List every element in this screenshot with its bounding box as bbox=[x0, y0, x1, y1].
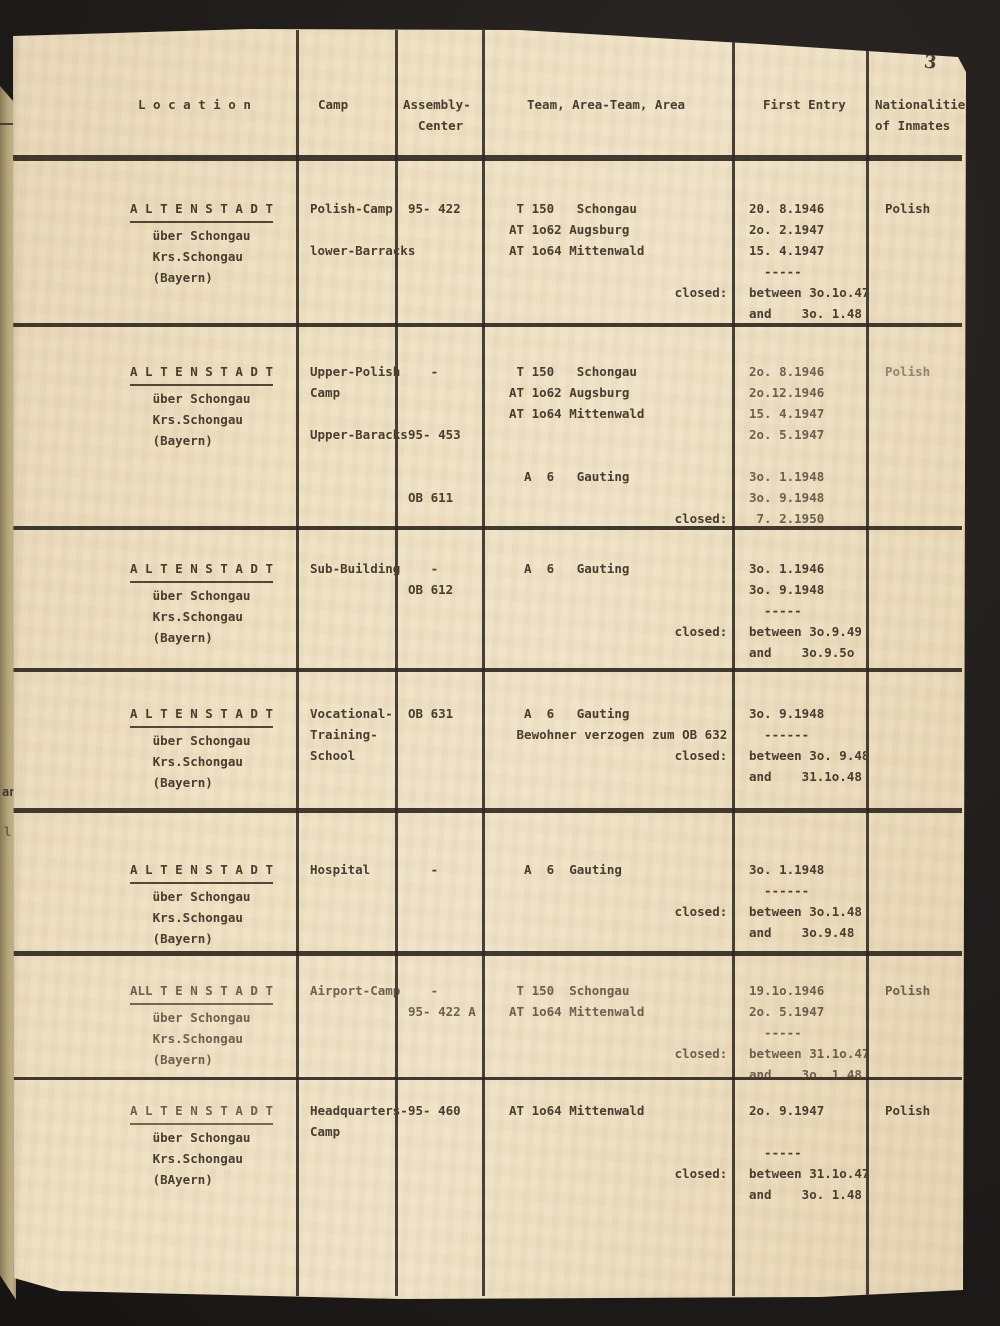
table-row: A L T E N S T A D T über Schongau Krs.Sc… bbox=[13, 670, 962, 810]
team-cell: T 150 Schongau AT 1o62 Augsburg AT 1o64 … bbox=[509, 364, 728, 526]
camp-cell: Upper-Polish Camp Upper-Baracks bbox=[310, 364, 408, 442]
header-separator-line bbox=[13, 155, 962, 161]
assembly-center-cell: - 95- 422 A bbox=[408, 983, 476, 1019]
location-cell: ALL T E N S T A D T über Schongau Krs.Sc… bbox=[13, 953, 297, 1070]
header-camp: Camp bbox=[318, 97, 349, 112]
row-separator-line bbox=[13, 951, 962, 956]
location-details: über Schongau Krs.Schongau (Bayern) bbox=[152, 391, 251, 448]
first-entry-cell: 20. 8.1946 2o. 2.1947 15. 4.1947 ----- b… bbox=[749, 201, 870, 321]
first-entry-cell: 3o. 1.1946 3o. 9.1948 ----- between 3o.9… bbox=[749, 561, 862, 660]
location-details: über Schongau Krs.Schongau (Bayern) bbox=[152, 733, 251, 790]
header-nationalities: Nationalities of Inmates bbox=[875, 97, 973, 133]
table-row: A L T E N S T A D T über Schongau Krs.Sc… bbox=[13, 1078, 962, 1299]
team-cell: AT 1o64 Mittenwald closed: bbox=[509, 1103, 728, 1181]
table-row: A L T E N S T A D T über Schongau Krs.Sc… bbox=[13, 158, 962, 325]
table-row: A L T E N S T A D T über Schongau Krs.Sc… bbox=[13, 325, 962, 528]
camp-cell: Vocational- Training- School bbox=[310, 706, 393, 763]
nationality-cell bbox=[868, 810, 962, 859]
location-cell: A L T E N S T A D T über Schongau Krs.Sc… bbox=[13, 810, 297, 949]
table-row: ALL T E N S T A D T über Schongau Krs.Sc… bbox=[13, 953, 962, 1082]
table-row: A L T E N S T A D T über Schongau Krs.Sc… bbox=[13, 528, 962, 670]
header-first-entry: First Entry bbox=[763, 97, 846, 112]
location-title: A L T E N S T A D T bbox=[130, 1100, 273, 1125]
team-cell: A 6 Gauting closed: bbox=[524, 561, 728, 639]
previous-page-edge: an l bbox=[0, 86, 17, 1300]
team-cell: A 6 Gauting closed: bbox=[524, 862, 728, 919]
camp-cell: Hospital bbox=[310, 862, 371, 877]
location-details: über Schongau Krs.Schongau (BAyern) bbox=[152, 1130, 251, 1187]
assembly-center-cell: 95- 460 bbox=[408, 1103, 461, 1118]
nationality-cell: Polish bbox=[885, 983, 931, 998]
table-row: A L T E N S T A D T über Schongau Krs.Sc… bbox=[13, 810, 962, 953]
team-cell: T 150 Schongau AT 1o62 Augsburg AT 1o64 … bbox=[509, 201, 728, 300]
nationality-cell: Polish bbox=[885, 1103, 931, 1118]
camp-cell: Sub-Building bbox=[310, 561, 401, 576]
assembly-center-cell: OB 631 bbox=[408, 706, 454, 721]
row-separator-line bbox=[13, 323, 962, 327]
column-divider-camp-assembly bbox=[395, 30, 398, 1296]
location-cell: A L T E N S T A D T über Schongau Krs.Sc… bbox=[13, 325, 297, 451]
first-entry-cell: 19.1o.1946 2o. 5.1947 ----- between 31.1… bbox=[749, 983, 870, 1082]
header-team-area: Team, Area-Team, Area bbox=[527, 97, 686, 112]
first-entry-cell: 3o. 9.1948 ------ between 3o. 9.48 and 3… bbox=[749, 706, 870, 784]
location-details: über Schongau Krs.Schongau (Bayern) bbox=[152, 588, 251, 645]
location-cell: A L T E N S T A D T über Schongau Krs.Sc… bbox=[13, 1078, 297, 1190]
location-title: A L T E N S T A D T bbox=[130, 703, 273, 728]
location-cell: A L T E N S T A D T über Schongau Krs.Sc… bbox=[13, 158, 297, 288]
assembly-center-cell: - OB 612 bbox=[408, 561, 454, 597]
column-divider-entry-nationalities bbox=[866, 30, 869, 1296]
assembly-center-cell: 95- 422 bbox=[408, 201, 461, 216]
row-separator-line bbox=[13, 526, 962, 530]
location-title: A L T E N S T A D T bbox=[130, 198, 273, 223]
row-separator-line bbox=[13, 1077, 962, 1080]
column-divider-team-entry bbox=[732, 30, 735, 1296]
previous-page-rule-line bbox=[0, 123, 14, 125]
assembly-center-cell: - 95- 453 OB 611 bbox=[408, 364, 461, 505]
header-location: L o c a t i o n bbox=[138, 97, 251, 112]
team-cell: T 150 Schongau AT 1o64 Mittenwald closed… bbox=[509, 983, 728, 1061]
row-separator-line bbox=[13, 808, 962, 813]
row-separator-line bbox=[13, 668, 962, 672]
header-assembly-center: Assembly- Center bbox=[403, 97, 471, 133]
nationality-cell: Polish bbox=[885, 201, 931, 216]
previous-page-text-fragment: an bbox=[2, 785, 17, 799]
location-details: über Schongau Krs.Schongau (Bayern) bbox=[152, 1010, 251, 1067]
nationality-cell: Polish bbox=[885, 364, 931, 379]
location-title: A L T E N S T A D T bbox=[130, 558, 273, 583]
previous-page-text-fragment-2: l bbox=[4, 825, 12, 839]
camp-cell: Airport-Camp bbox=[310, 983, 401, 998]
column-divider-location-camp bbox=[296, 30, 299, 1296]
camp-registry-table: L o c a t i o n Camp Assembly- Center Te… bbox=[13, 42, 973, 1299]
location-cell: A L T E N S T A D T über Schongau Krs.Sc… bbox=[13, 670, 297, 793]
camp-cell: Polish-Camp lower-Barracks bbox=[310, 201, 416, 258]
first-entry-cell: 2o. 8.1946 2o.12.1946 15. 4.1947 2o. 5.1… bbox=[749, 364, 825, 526]
location-cell: A L T E N S T A D T über Schongau Krs.Sc… bbox=[13, 528, 297, 648]
location-title: ALL T E N S T A D T bbox=[130, 980, 273, 1005]
column-divider-assembly-team bbox=[482, 30, 485, 1296]
team-cell: A 6 Gauting Bewohner verzogen zum OB 632… bbox=[516, 706, 728, 763]
location-details: über Schongau Krs.Schongau (Bayern) bbox=[152, 889, 251, 946]
location-details: über Schongau Krs.Schongau (Bayern) bbox=[152, 228, 251, 285]
assembly-center-cell: - bbox=[408, 862, 439, 877]
table-header-row: L o c a t i o n Camp Assembly- Center Te… bbox=[13, 42, 973, 158]
location-title: A L T E N S T A D T bbox=[130, 361, 273, 386]
nationality-cell bbox=[868, 528, 962, 558]
location-title: A L T E N S T A D T bbox=[130, 859, 273, 884]
nationality-cell bbox=[868, 670, 962, 703]
first-entry-cell: 3o. 1.1948 ------ between 3o.1.48 and 3o… bbox=[749, 862, 862, 940]
camp-cell: Headquarters- Camp bbox=[310, 1103, 408, 1139]
first-entry-cell: 2o. 9.1947 ----- between 31.1o.47 and 3o… bbox=[749, 1103, 870, 1202]
